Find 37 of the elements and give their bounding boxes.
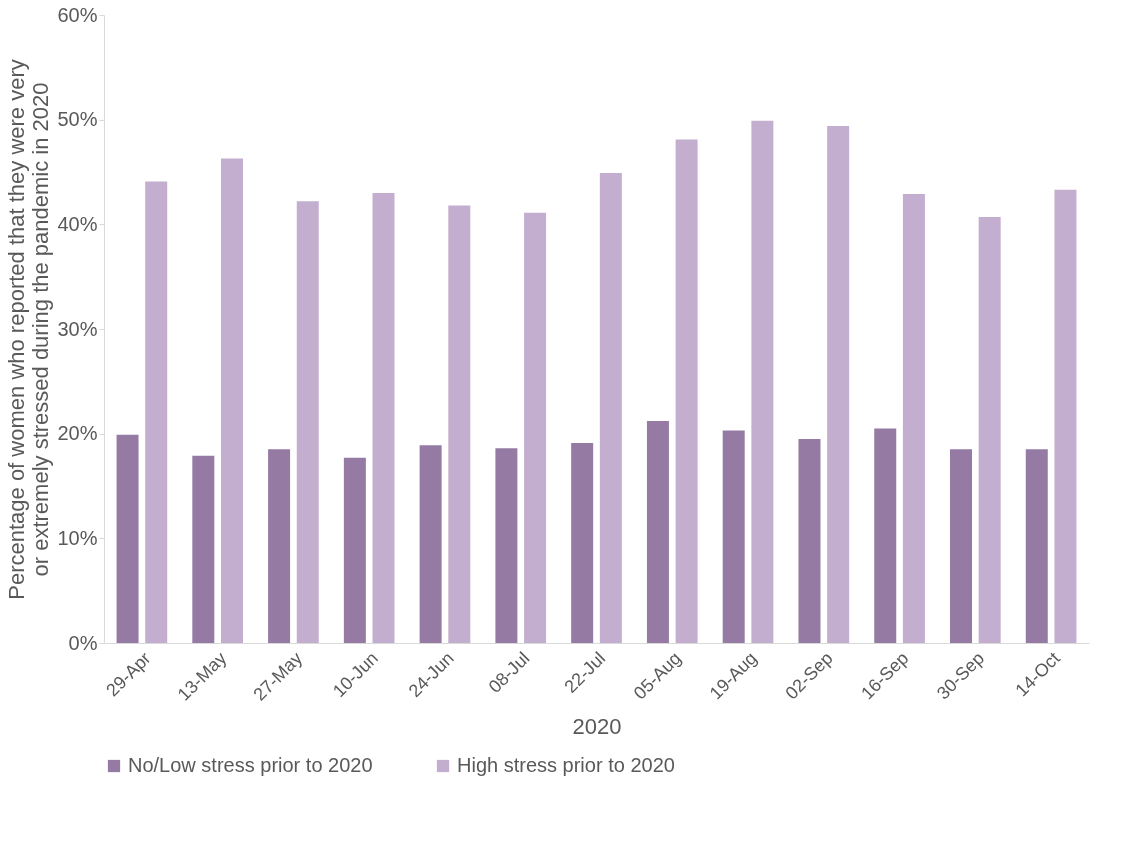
bar	[448, 205, 471, 643]
x-axis-title: 2020	[572, 713, 622, 739]
bar	[343, 457, 366, 643]
bar	[145, 181, 168, 643]
bar	[571, 443, 594, 643]
bar	[722, 430, 745, 643]
bar	[599, 173, 622, 643]
bar	[268, 449, 291, 643]
y-tick-label: 10%	[57, 526, 98, 549]
legend-label: No/Low stress prior to 2020	[128, 754, 373, 776]
legend-label: High stress prior to 2020	[457, 754, 675, 776]
y-tick-label: 50%	[57, 108, 98, 131]
bar	[116, 434, 139, 643]
bar	[372, 192, 395, 643]
bar	[874, 428, 897, 643]
bar	[675, 139, 698, 643]
y-axis-title: Percentage of women who reported that they were very or extremely stressed during the pandemic in 2020	[4, 59, 54, 600]
bar	[902, 193, 925, 643]
bar	[524, 212, 547, 643]
bar	[495, 448, 518, 643]
y-tick-label: 30%	[57, 317, 98, 340]
bar	[1025, 449, 1048, 643]
bar	[827, 125, 850, 643]
bar	[192, 455, 215, 643]
y-tick-label: 20%	[57, 422, 98, 445]
y-tick-label: 40%	[57, 212, 98, 235]
bar	[296, 201, 319, 643]
bar	[419, 445, 442, 643]
bar	[646, 421, 669, 643]
bar	[978, 217, 1001, 643]
bar	[1054, 189, 1077, 643]
bar	[751, 120, 774, 643]
bar	[798, 438, 821, 643]
y-tick-label: 0%	[68, 631, 98, 654]
bar	[950, 449, 973, 643]
bar	[220, 158, 243, 643]
y-tick-label: 60%	[57, 3, 98, 26]
